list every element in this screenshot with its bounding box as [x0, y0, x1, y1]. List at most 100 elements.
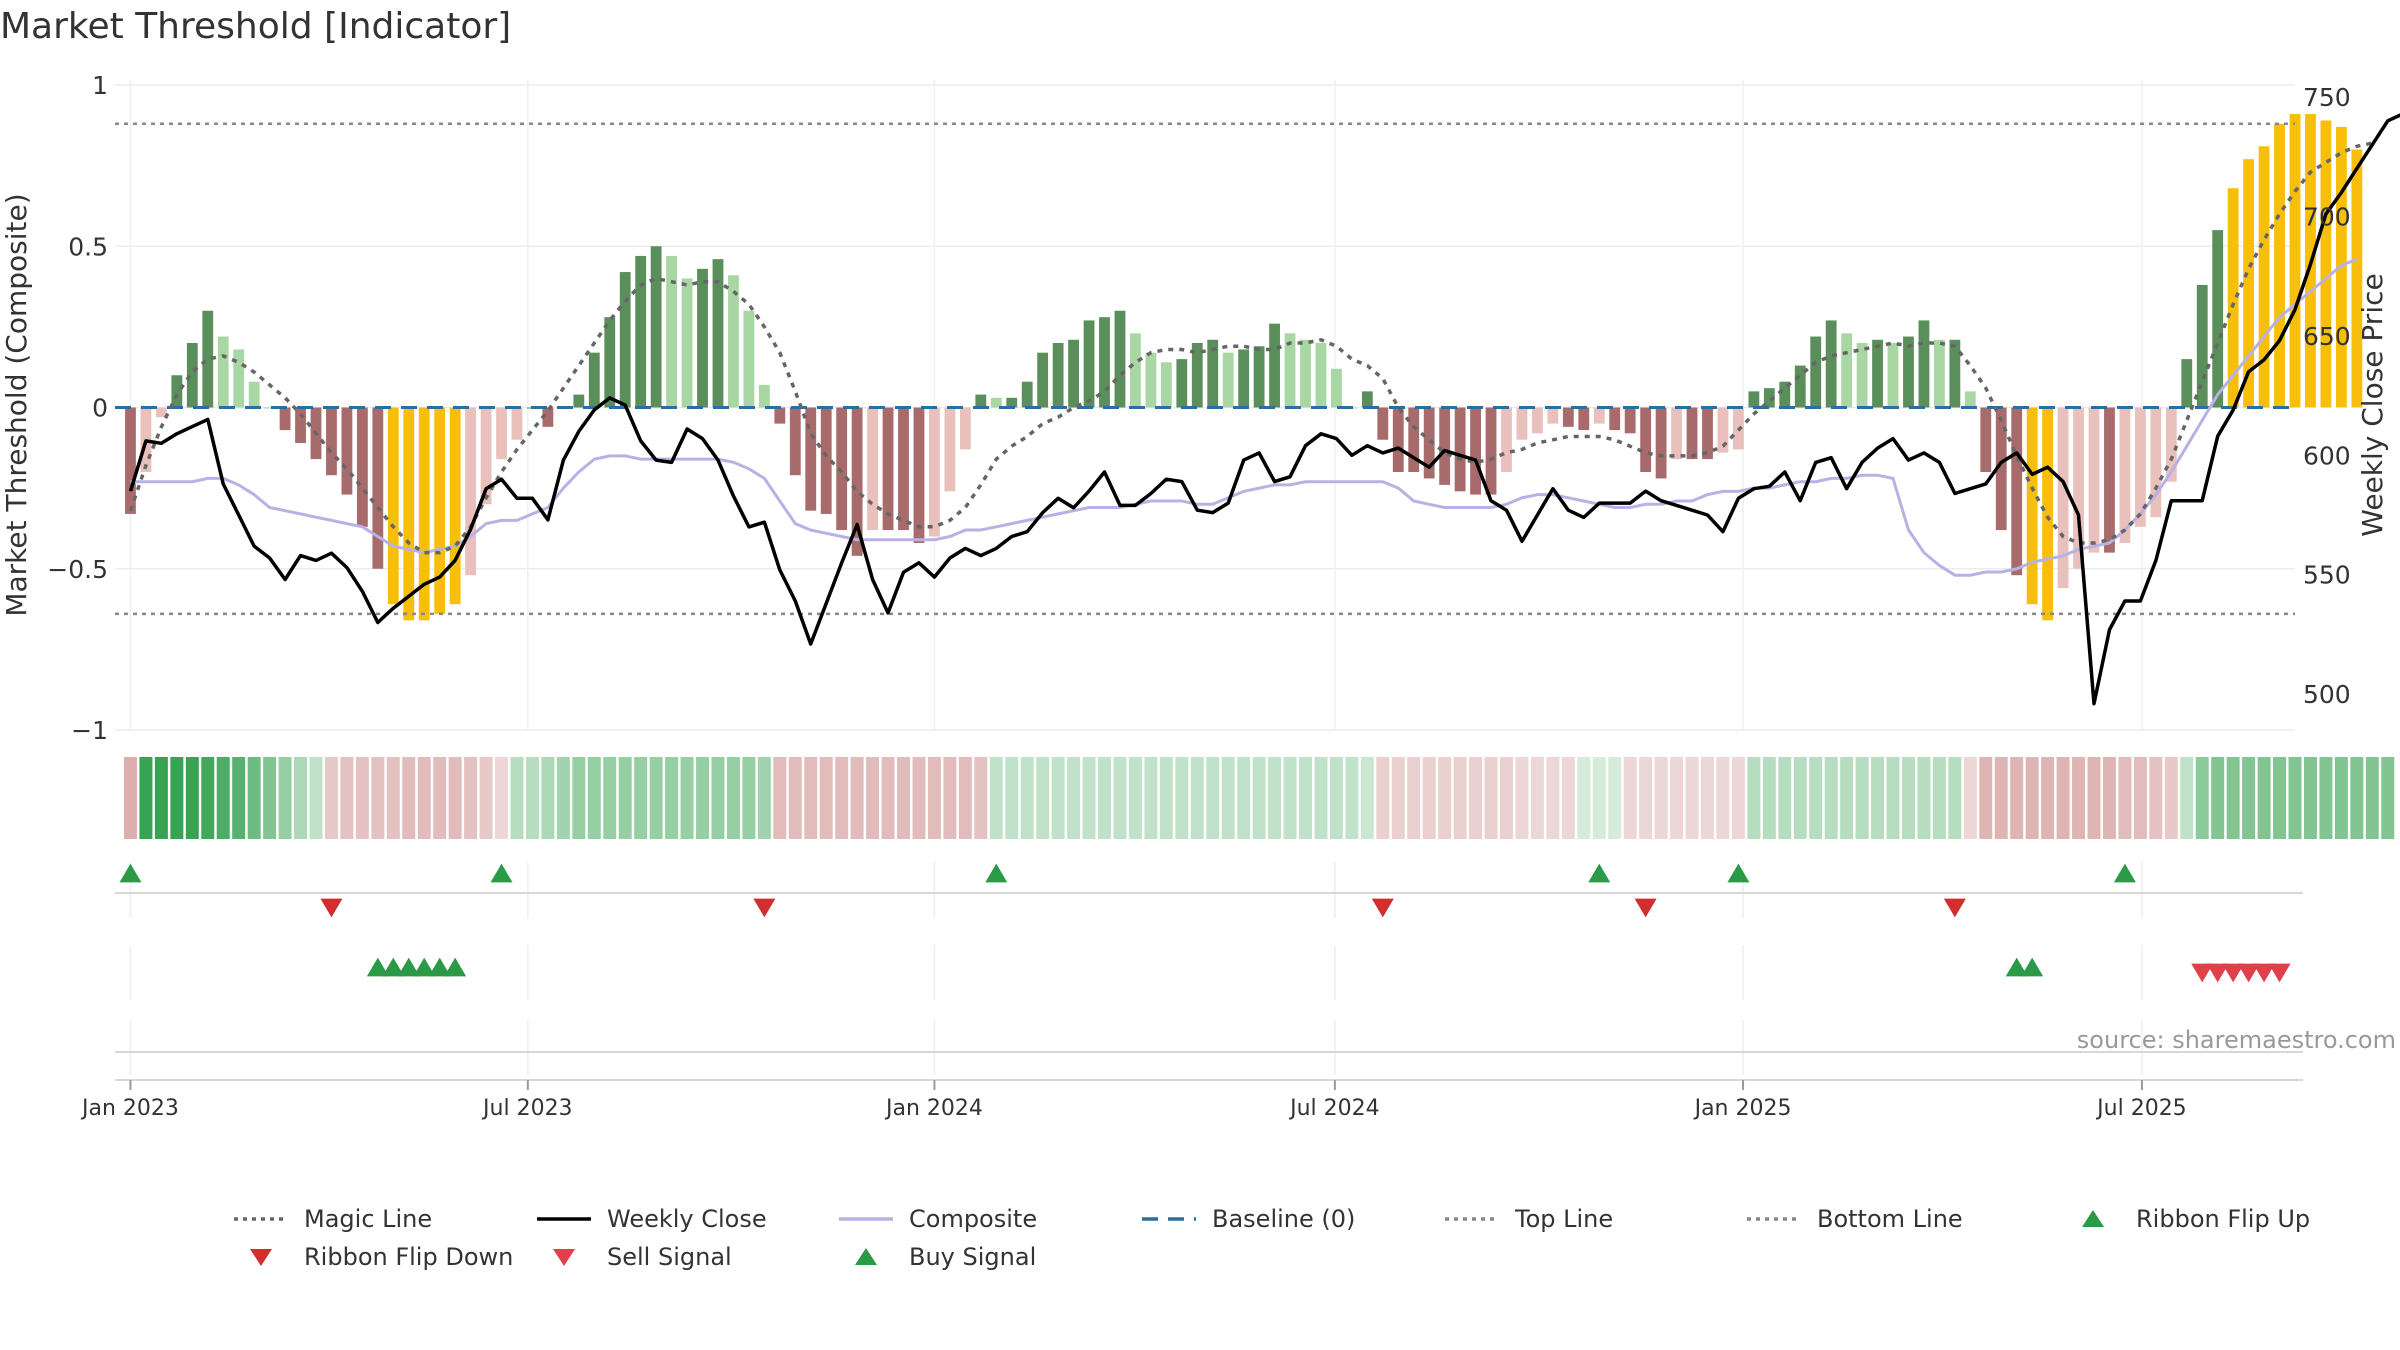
- legend-label: Ribbon Flip Down: [304, 1243, 514, 1271]
- legend-symbol: [537, 1217, 591, 1221]
- composite-bars: [125, 114, 2363, 621]
- composite-bar: [2181, 359, 2193, 408]
- ribbon-cell: [1561, 757, 1575, 839]
- legend-item: Buy Signal: [835, 1243, 1036, 1271]
- composite-bar: [2351, 149, 2363, 408]
- ribbon-cell: [2365, 757, 2379, 839]
- legend-symbol: [855, 1248, 877, 1265]
- composite-bar: [1903, 336, 1914, 408]
- legend-symbol: [1142, 1217, 1196, 1221]
- ribbon-cell: [2164, 757, 2178, 839]
- x-tick-label: Jan 2023: [80, 1096, 179, 1121]
- legend-item: Ribbon Flip Down: [230, 1243, 513, 1271]
- ribbon-cell: [1932, 757, 1946, 839]
- composite-bar: [326, 407, 337, 476]
- ribbon-cell: [1098, 757, 1111, 839]
- legend-symbol: [1747, 1217, 1801, 1221]
- source-credit: source: sharemaestro.com: [2077, 1026, 2396, 1054]
- legend-symbol: [1445, 1217, 1499, 1221]
- legend-label: Baseline (0): [1212, 1205, 1356, 1233]
- ribbon-cell: [556, 757, 570, 839]
- buy-signal-marker: [2021, 957, 2044, 977]
- ribbon-cell: [1515, 757, 1529, 839]
- ribbon-cell: [1654, 757, 1668, 839]
- left-axis: 1 0.5 0 −0.5 −1: [47, 71, 108, 745]
- ribbon-cell: [1530, 757, 1544, 839]
- composite-bar: [155, 407, 167, 418]
- composite-bar: [496, 407, 507, 460]
- ribbon-cell: [232, 757, 246, 839]
- composite-bar: [2073, 407, 2084, 569]
- ribbon-flip-down-marker: [320, 898, 343, 918]
- ribbon-cell: [1716, 757, 1730, 839]
- composite-bar: [573, 394, 585, 408]
- ribbon-cell: [927, 757, 941, 839]
- composite-bar: [1578, 407, 1590, 431]
- ribbon-cell: [1592, 757, 1606, 839]
- composite-bar: [1593, 407, 1605, 424]
- composite-bar: [2258, 146, 2270, 408]
- ribbon-cell: [649, 757, 663, 839]
- composite-bar: [248, 381, 260, 408]
- legend-label: Bottom Line: [1817, 1205, 1963, 1233]
- ribbon-cell: [1871, 757, 1885, 839]
- ribbon-cell: [1252, 757, 1266, 839]
- ribbon-cell: [1113, 757, 1127, 839]
- ribbon-cell: [185, 757, 199, 839]
- legend-symbol: [2082, 1210, 2104, 1227]
- composite-bar: [1624, 407, 1636, 434]
- legend-item: Baseline (0): [1138, 1205, 1355, 1233]
- ribbon-cell: [139, 757, 153, 839]
- ribbon-cell: [371, 757, 385, 839]
- composite-bar: [1300, 339, 1311, 408]
- ribbon-cell: [804, 757, 818, 839]
- composite-bar: [1423, 407, 1435, 479]
- composite-bar: [1933, 339, 1945, 408]
- composite-bar: [1779, 381, 1791, 408]
- ribbon-cell: [309, 757, 323, 839]
- composite-bar: [1671, 407, 1682, 460]
- composite-bar: [1037, 352, 1049, 408]
- composite-bar: [1949, 339, 1961, 408]
- ribbon-cell: [154, 757, 168, 839]
- legend-label: Ribbon Flip Up: [2136, 1205, 2311, 1233]
- x-tick-label: Jul 2025: [2095, 1096, 2187, 1121]
- composite-bar: [1191, 343, 1203, 408]
- ribbon-cell: [247, 757, 261, 839]
- composite-bar: [1980, 407, 1992, 472]
- legend-marker: [250, 1249, 272, 1266]
- left-tick-label: 0: [92, 394, 108, 423]
- ribbon-cell: [1685, 757, 1699, 839]
- ribbon-cell: [2072, 757, 2086, 839]
- legend-symbol: [250, 1249, 272, 1266]
- composite-bar: [666, 255, 678, 408]
- sell-signal-marker: [2191, 963, 2214, 983]
- composite-bar: [279, 407, 291, 431]
- composite-bar: [1238, 349, 1250, 408]
- ribbon-cell: [1886, 757, 1900, 839]
- ribbon-flip-up-marker: [985, 863, 1008, 883]
- ribbon-cell: [433, 757, 447, 839]
- ribbon-cell: [2303, 757, 2317, 839]
- ribbon-cell: [2041, 757, 2055, 839]
- composite-bar: [1532, 407, 1543, 434]
- composite-bar: [1052, 343, 1064, 408]
- ribbon-cell: [1546, 757, 1560, 839]
- composite-bar: [1640, 407, 1652, 472]
- ribbon-cell: [2102, 757, 2116, 839]
- ribbon-cell: [773, 757, 787, 839]
- composite-bar: [913, 407, 925, 543]
- composite-bar: [588, 352, 600, 408]
- composite-bar: [681, 278, 693, 408]
- ribbon-cell: [897, 757, 911, 839]
- ribbon-cell: [278, 757, 292, 839]
- composite-bar: [1702, 407, 1713, 460]
- legend-marker: [2082, 1210, 2104, 1227]
- ribbon-cell: [1036, 757, 1050, 839]
- composite-bar: [1856, 343, 1868, 408]
- composite-bar: [1377, 407, 1389, 440]
- sell-signal-marker: [2237, 963, 2260, 983]
- composite-bar: [2274, 123, 2285, 408]
- ribbon: [123, 757, 2395, 839]
- composite-bar: [2212, 230, 2224, 408]
